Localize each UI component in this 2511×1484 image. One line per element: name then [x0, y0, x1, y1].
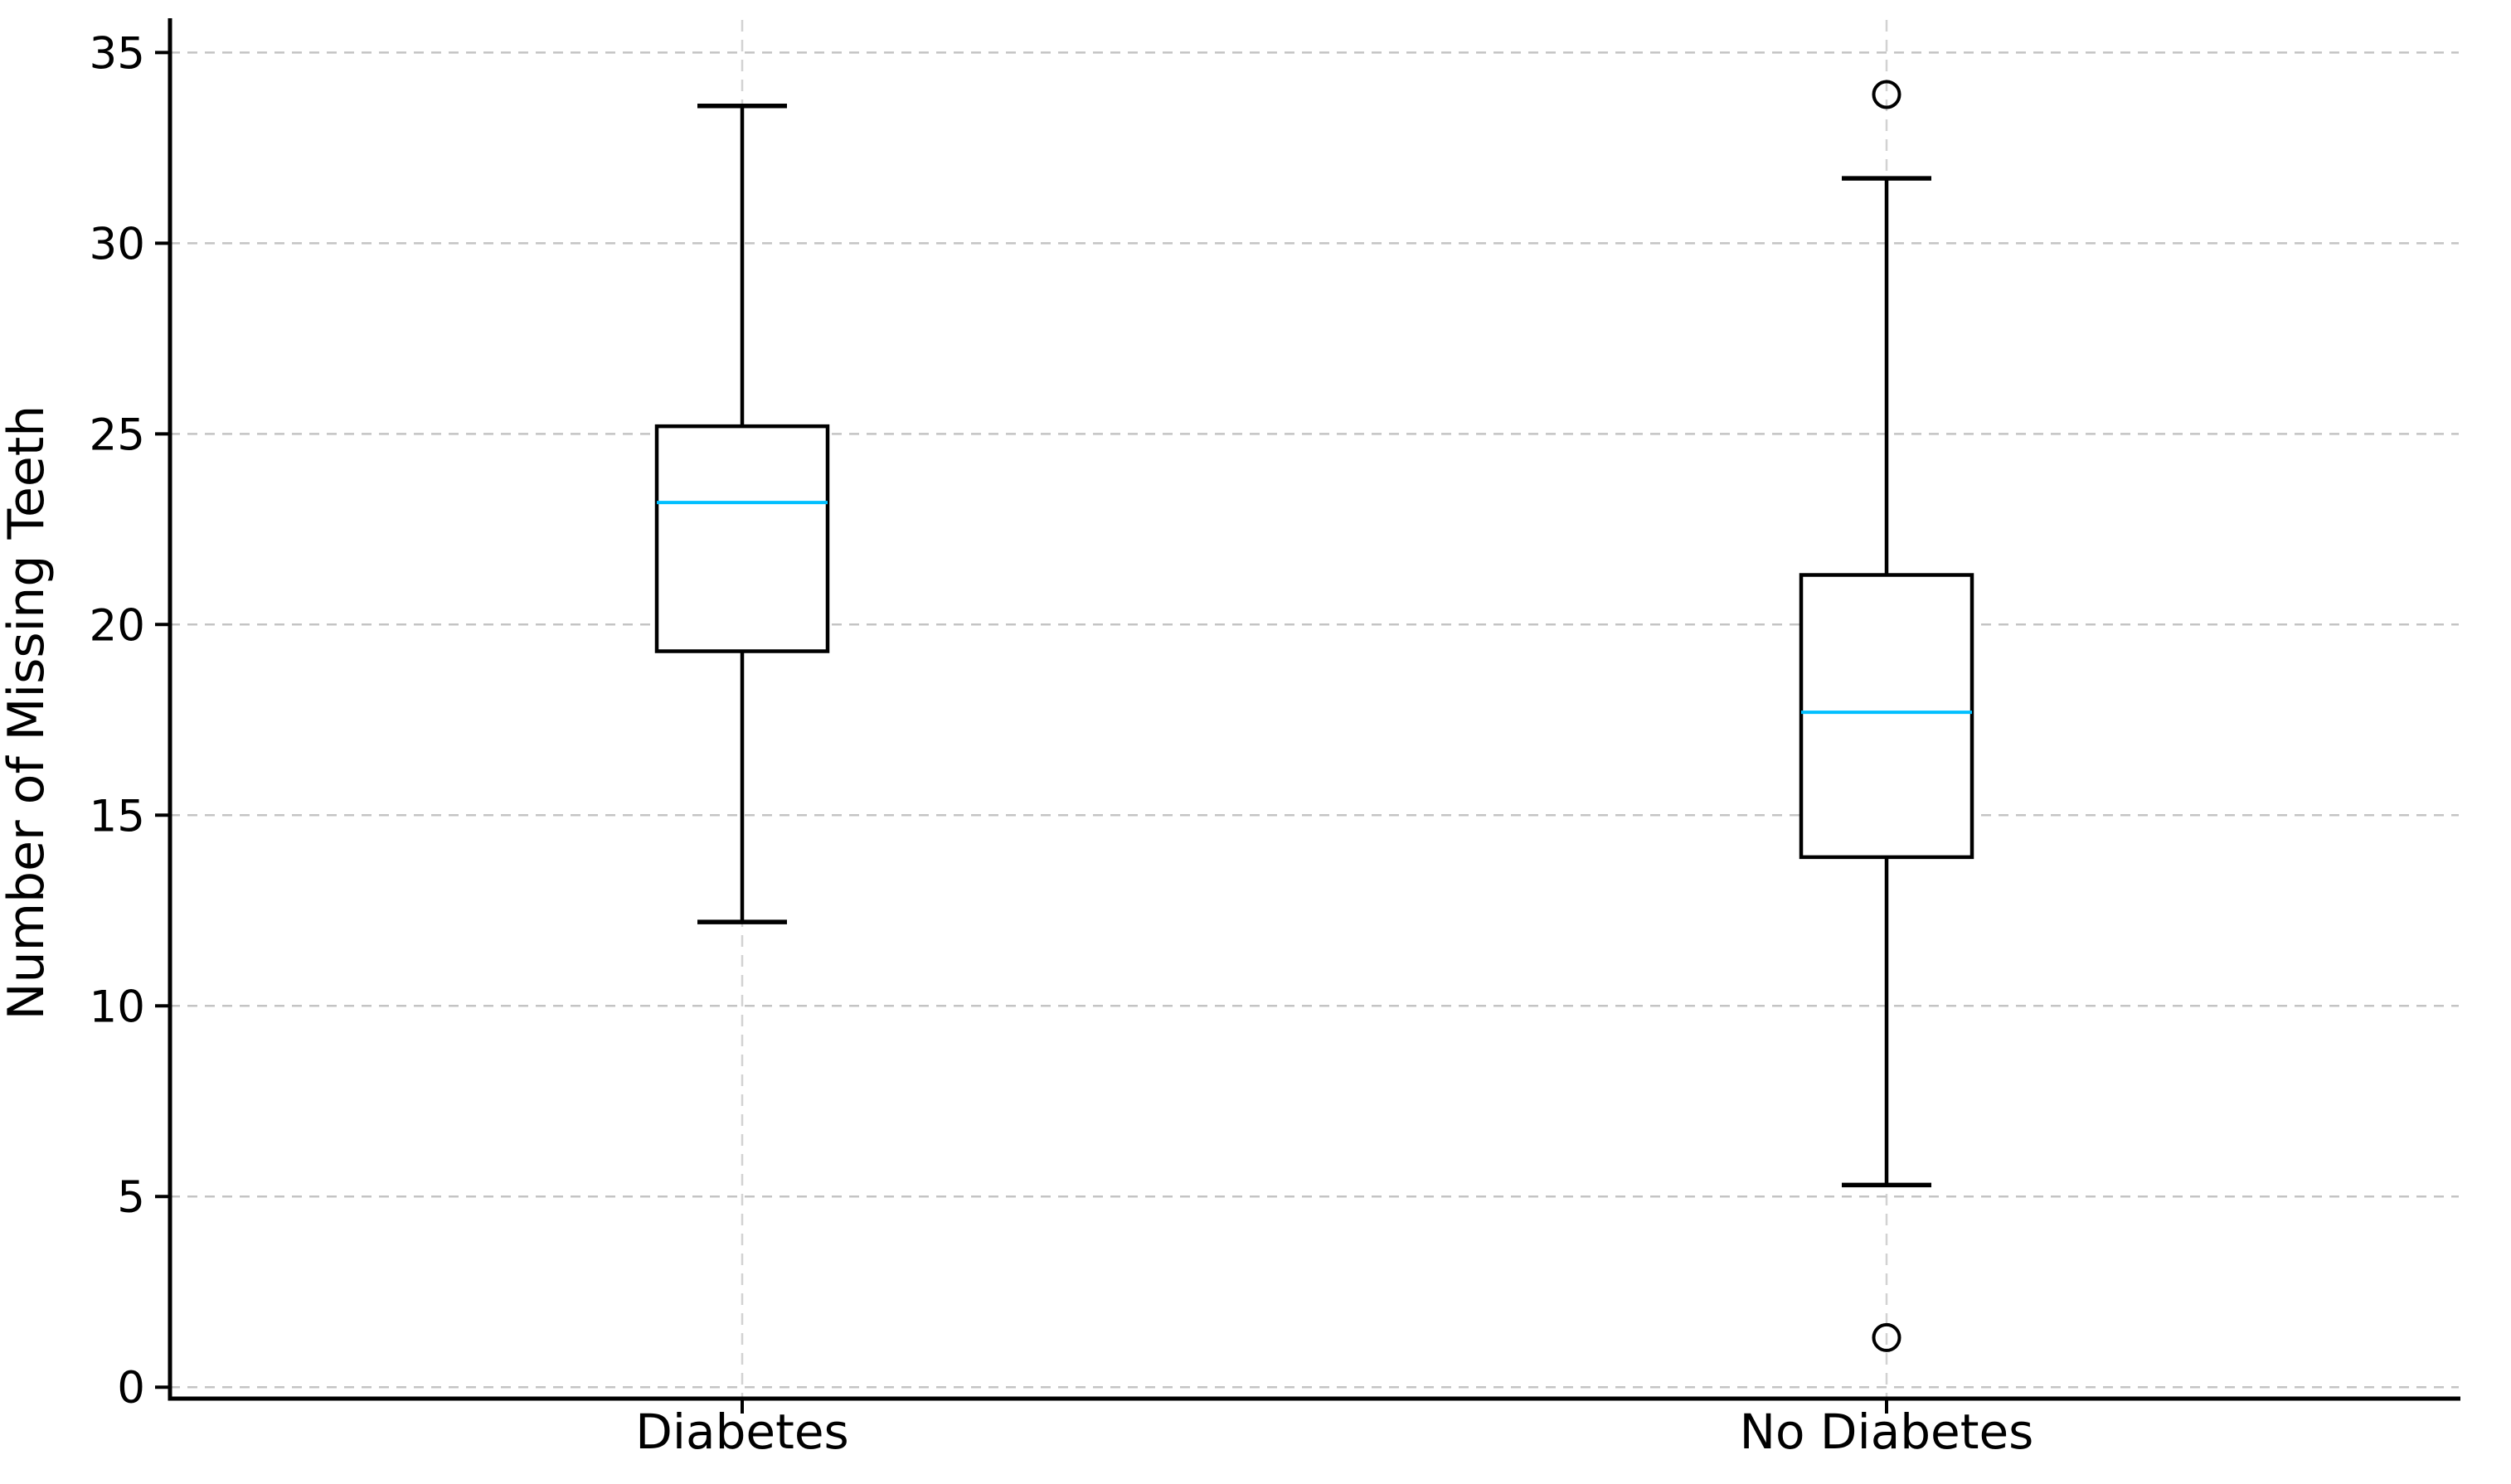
y-tick-label: 20 — [90, 600, 145, 651]
iqr-box — [1799, 573, 1974, 860]
outlier-point — [1872, 80, 1901, 109]
y-tick-label: 30 — [90, 219, 145, 269]
y-tick-label: 5 — [117, 1172, 145, 1223]
y-axis-ticks: 0 5 10 15 20 25 30 35 — [90, 28, 170, 1414]
box-series — [654, 80, 1974, 1352]
y-tick-label: 10 — [90, 982, 145, 1032]
y-tick-label: 15 — [90, 791, 145, 841]
x-axis-ticks: Diabetes No Diabetes — [635, 1399, 2033, 1460]
outlier-point — [1872, 1322, 1901, 1352]
iqr-box — [654, 424, 830, 653]
box-no-diabetes — [1799, 80, 1974, 1352]
x-tick-label-diabetes: Diabetes — [635, 1404, 848, 1460]
vertical-gridlines — [741, 20, 1888, 1397]
horizontal-gridlines — [170, 51, 2459, 1389]
y-tick-label: 35 — [90, 28, 145, 79]
axis-spines — [168, 18, 2460, 1401]
y-tick-label: 0 — [117, 1363, 145, 1414]
y-tick-label: 25 — [90, 410, 145, 460]
y-axis-label: Number of Missing Teeth — [0, 405, 56, 1021]
x-tick-label-no-diabetes: No Diabetes — [1740, 1404, 2034, 1460]
box-diabetes — [654, 104, 830, 924]
